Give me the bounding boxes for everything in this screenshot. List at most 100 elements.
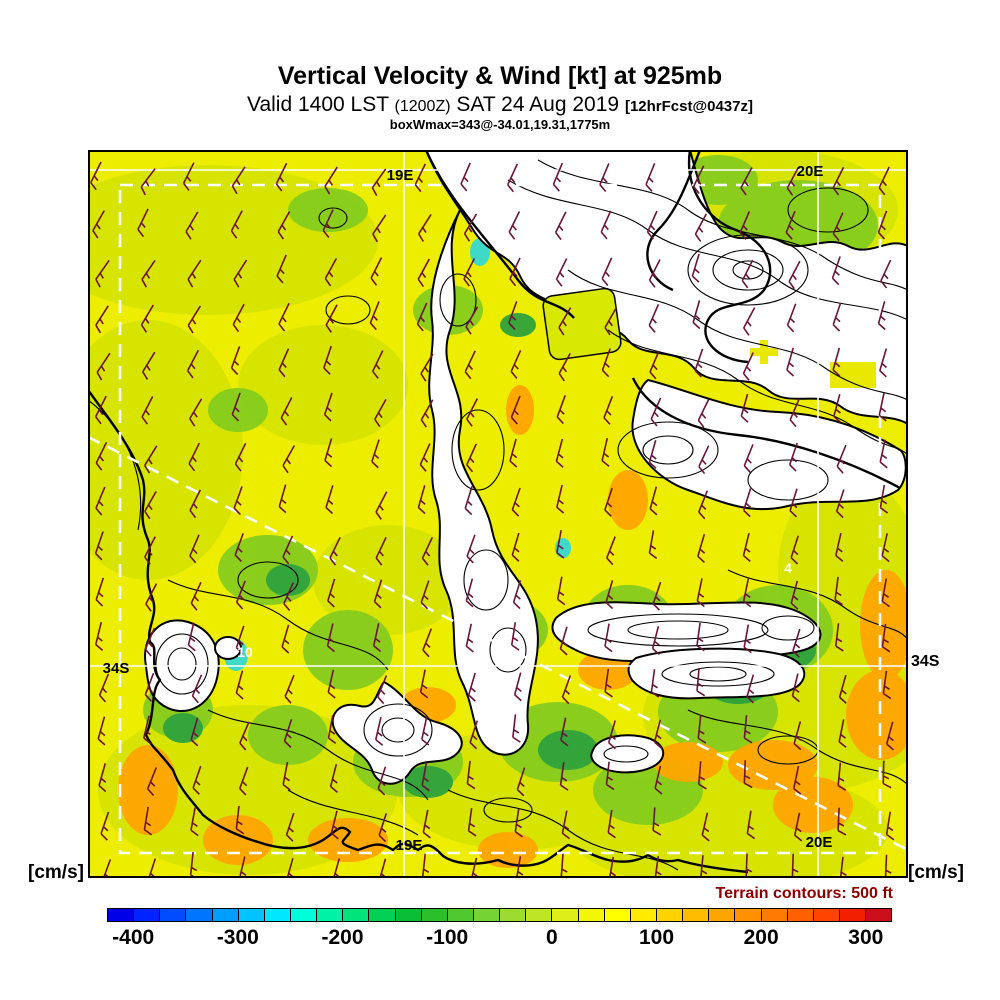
wind-barb (877, 210, 888, 240)
wind-barb (700, 855, 709, 878)
wind-barb (880, 259, 892, 289)
wind-barb (552, 162, 564, 192)
wind-barb (418, 214, 432, 242)
wind-barb (234, 533, 244, 562)
sink-orange-patches (118, 385, 908, 868)
coastline (88, 389, 749, 874)
wind-barb (556, 576, 566, 606)
colorbar-cell (866, 909, 892, 921)
wind-barb (469, 720, 479, 750)
wind-barb (145, 583, 158, 612)
map-grid-label: 10 (237, 644, 253, 660)
wind-barb (324, 166, 338, 195)
colorbar-cell (578, 909, 605, 921)
wind-barb (835, 623, 844, 652)
wind-barb (231, 166, 246, 195)
colorbar-tick: 100 (638, 926, 675, 949)
wind-barb (327, 669, 336, 699)
wind-barb (143, 806, 153, 836)
colorbar-cell (656, 909, 684, 921)
terrain-ridge-a (551, 601, 822, 663)
chart-title: Vertical Velocity & Wind [kt] at 925mb (277, 62, 723, 90)
wind-barb (741, 259, 754, 289)
units-label-left: [cm/s] (28, 862, 84, 883)
wind-barb (97, 716, 106, 746)
wind-barb (879, 484, 889, 514)
wind-barb (463, 257, 476, 287)
wind-barb (604, 623, 613, 653)
wind-barb (421, 537, 433, 566)
wind-barb (280, 397, 293, 426)
wind-barb (325, 485, 334, 515)
wind-barb (837, 762, 847, 791)
map-canvas: 19E 20E 19E 20E 34S 10 6 4 (88, 150, 908, 878)
wind-barb (141, 259, 156, 288)
wind-barb (144, 445, 158, 474)
wind-barb (140, 304, 154, 333)
wind-barb (463, 213, 478, 242)
colorbar-cell (630, 909, 657, 921)
wind-barb (791, 673, 800, 703)
wind-barb (556, 529, 565, 559)
wind-barb (231, 392, 241, 422)
wind-barb (692, 165, 705, 195)
wind-barb (646, 210, 658, 240)
wind-barb (605, 580, 614, 610)
valid-date: SAT 24 Aug 2019 (456, 92, 620, 116)
wind-barb (467, 672, 476, 702)
wind-barb (555, 258, 568, 287)
wind-barb (561, 810, 571, 840)
valid-prefix: Valid 1400 LST (247, 92, 389, 116)
wind-barb (512, 580, 522, 610)
wind-barb (238, 856, 247, 878)
wind-barb (100, 811, 110, 841)
wind-barb (421, 716, 430, 746)
wind-barb (239, 766, 249, 796)
wind-barb (190, 582, 202, 611)
colorbar-tick: 200 (743, 926, 779, 949)
colorbar-cell (421, 909, 448, 921)
wind-barb (652, 807, 662, 836)
wind-barb (375, 536, 387, 566)
wind-barb (327, 715, 337, 745)
wind-barb (742, 578, 752, 608)
wind-barb (515, 856, 525, 878)
model-domain-boundary (88, 183, 908, 855)
wind-barb (417, 258, 431, 288)
wind-barb (648, 259, 661, 288)
wind-barb (508, 211, 521, 240)
colorbar-cell (526, 909, 553, 921)
wind-barb (653, 719, 662, 749)
colorbar-cell (447, 909, 474, 921)
wind-barb (606, 536, 616, 566)
wind-barb (98, 673, 110, 703)
wind-barb (654, 765, 663, 795)
colorbar-cell (761, 909, 788, 921)
wind-barb (832, 347, 841, 377)
wind-barb (419, 669, 429, 699)
wind-barb (377, 675, 388, 705)
wind-barb (508, 301, 518, 331)
wind-barb (377, 766, 387, 796)
wind-barb (793, 812, 803, 842)
wind-barb (514, 808, 524, 838)
wind-barb (510, 350, 522, 379)
wind-barb (144, 490, 157, 520)
wind-barb (788, 260, 801, 290)
wind-barb (278, 302, 290, 332)
wind-barb (786, 347, 795, 377)
wind-barb (556, 484, 565, 514)
colorbar-tick: -100 (426, 926, 469, 949)
wind-barb (283, 718, 293, 748)
colorbar-cell (290, 909, 318, 921)
wind-barb (697, 534, 706, 564)
wind-barb (701, 812, 710, 842)
wind-barb (422, 628, 433, 658)
wind-barb (233, 486, 243, 516)
wind-barb (142, 351, 156, 380)
wind-barb (192, 765, 202, 795)
colorbar-cell (552, 909, 579, 921)
wind-barb (282, 445, 296, 474)
wind-barb (696, 667, 706, 697)
wind-barb (790, 580, 799, 610)
